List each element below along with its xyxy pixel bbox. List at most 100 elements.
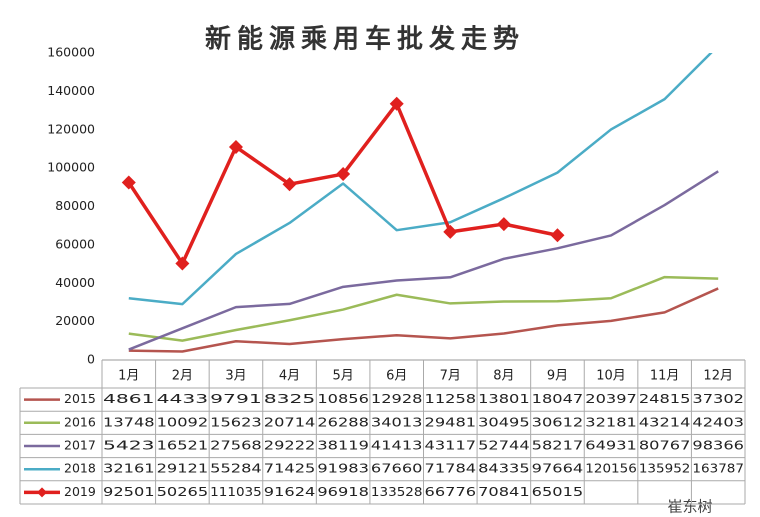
table-cell: 66776 — [425, 484, 477, 499]
table-cell: 111035 — [210, 484, 262, 499]
table-cell: 38119 — [317, 438, 369, 453]
table-cell: 50265 — [157, 484, 209, 499]
table-cell: 34013 — [371, 414, 423, 429]
table-cell: 18047 — [532, 391, 584, 406]
x-tick-label: 9月 — [547, 369, 568, 384]
table-cell: 67660 — [371, 461, 423, 476]
x-tick-label: 3月 — [225, 369, 246, 384]
x-tick-label: 12月 — [703, 369, 733, 384]
x-tick-label: 5月 — [332, 369, 353, 384]
table-cell: 43214 — [639, 414, 691, 429]
table-cell: 91983 — [317, 461, 369, 476]
data-point — [282, 177, 297, 192]
table-cell: 8325 — [264, 391, 316, 406]
series-line — [128, 275, 719, 342]
x-tick-label: 6月 — [386, 369, 407, 384]
legend-label: 2019 — [64, 484, 96, 499]
table-cell: 4433 — [157, 391, 209, 406]
data-point — [175, 256, 190, 271]
data-point — [496, 217, 511, 232]
series-line — [128, 53, 713, 306]
data-point — [336, 167, 351, 182]
table-cell: 41413 — [371, 438, 423, 453]
table-cell: 29222 — [264, 438, 316, 453]
x-tick-label: 4月 — [279, 369, 300, 384]
table-cell: 37302 — [692, 391, 744, 406]
table-cell: 10856 — [317, 391, 369, 406]
table-cell: 4861 — [103, 391, 155, 406]
table-cell: 30612 — [532, 414, 584, 429]
x-tick-label: 2月 — [172, 369, 193, 384]
table-cell: 70841 — [478, 484, 530, 499]
table-cell: 29481 — [425, 414, 477, 429]
table-cell: 13801 — [478, 391, 530, 406]
chart-title: 新能源乘用车批发走势 — [205, 24, 525, 55]
table-cell: 71784 — [425, 461, 477, 476]
y-tick-label: 160000 — [47, 45, 95, 60]
table-cell: 163787 — [692, 461, 744, 476]
table-cell: 29121 — [157, 461, 209, 476]
y-tick-label: 120000 — [47, 121, 95, 136]
x-tick-label: 8月 — [493, 369, 514, 384]
y-tick-label: 100000 — [47, 160, 95, 175]
table-cell: 15623 — [210, 414, 262, 429]
table-cell: 65015 — [532, 484, 584, 499]
table-cell: 120156 — [585, 461, 637, 476]
table-cell: 27568 — [210, 438, 262, 453]
data-point — [389, 96, 404, 111]
watermark: 崔东树 — [667, 498, 712, 516]
table-cell: 64931 — [585, 438, 637, 453]
table-cell: 71425 — [264, 461, 316, 476]
x-tick-label: 1月 — [118, 369, 139, 384]
y-tick-label: 20000 — [55, 313, 95, 328]
table-cell: 84335 — [478, 461, 530, 476]
legend-label: 2017 — [64, 438, 96, 453]
legend-label: 2015 — [64, 391, 96, 406]
table-cell: 97664 — [532, 461, 584, 476]
table-cell: 20714 — [264, 414, 316, 429]
series-line — [128, 287, 719, 353]
y-tick-label: 40000 — [55, 275, 95, 290]
table-cell: 96918 — [317, 484, 369, 499]
data-point — [443, 224, 458, 239]
table-cell: 43117 — [425, 438, 477, 453]
y-tick-label: 0 — [87, 352, 95, 367]
table-cell: 9791 — [210, 391, 262, 406]
table-cell: 42403 — [692, 414, 744, 429]
table-cell: 52744 — [478, 438, 530, 453]
table-cell: 12928 — [371, 391, 423, 406]
table-cell: 55284 — [210, 461, 262, 476]
x-tick-label: 7月 — [440, 369, 461, 384]
table-cell: 80767 — [639, 438, 691, 453]
table-cell: 32161 — [103, 461, 155, 476]
table-cell: 98366 — [692, 438, 744, 453]
data-point — [121, 175, 136, 190]
table-cell: 16521 — [157, 438, 209, 453]
table-cell: 26288 — [317, 414, 369, 429]
table-cell: 58217 — [532, 438, 584, 453]
plot-area — [121, 53, 719, 353]
legend-label: 2016 — [64, 414, 96, 429]
table-cell: 24815 — [639, 391, 691, 406]
legend-marker — [37, 487, 47, 498]
y-tick-label: 140000 — [47, 83, 95, 98]
table-cell: 30495 — [478, 414, 530, 429]
table-cell: 10092 — [157, 414, 209, 429]
legend-label: 2018 — [64, 461, 96, 476]
data-point — [550, 228, 565, 243]
table-cell: 133528 — [371, 484, 423, 499]
series-line — [128, 170, 719, 351]
table-cell: 20397 — [585, 391, 637, 406]
x-tick-label: 11月 — [650, 369, 680, 384]
table-cell: 92501 — [103, 484, 155, 499]
y-tick-label: 80000 — [55, 198, 95, 213]
table-cell: 135952 — [639, 461, 691, 476]
data-point — [228, 139, 243, 154]
table-cell: 5423 — [103, 438, 155, 453]
table-cell: 32181 — [585, 414, 637, 429]
x-tick-label: 10月 — [596, 369, 626, 384]
table-cell: 11258 — [425, 391, 477, 406]
table-cell: 13748 — [103, 414, 155, 429]
table-cell: 91624 — [264, 484, 316, 499]
